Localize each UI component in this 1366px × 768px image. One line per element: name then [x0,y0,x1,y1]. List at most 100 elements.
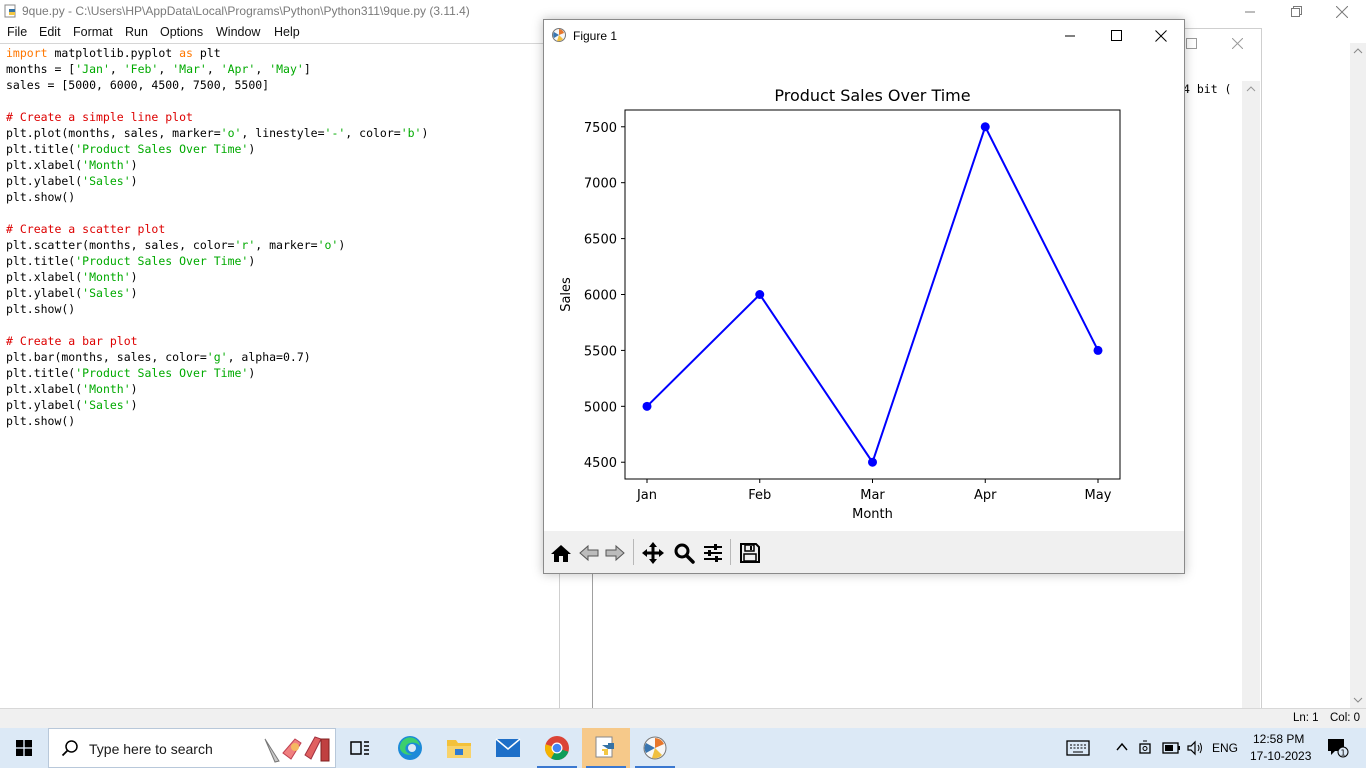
x-tick-label: Feb [748,488,771,503]
clock-time[interactable]: 12:58 PM [1253,732,1305,746]
editor-close-button[interactable] [1319,0,1365,23]
task-view-icon [350,741,369,755]
maximize-icon [1110,30,1122,41]
zoom-button[interactable] [671,540,697,566]
scroll-up-icon[interactable] [1242,83,1260,95]
code-token: , [109,62,124,76]
shell-maximize-button[interactable] [1168,29,1214,57]
minimize-icon [1245,11,1255,12]
data-point [868,457,877,467]
minimize-icon [1065,35,1075,36]
chevron-up-icon[interactable] [1116,742,1128,752]
code-line: plt.xlabel('Month') [6,381,428,397]
keyboard-icon [1066,740,1090,756]
code-token: plt.title( [6,366,76,380]
menu-run[interactable]: Run [125,25,148,39]
code-token: import [6,46,48,60]
start-button[interactable] [0,728,48,768]
taskbar-idle-python[interactable] [582,728,630,768]
scroll-down-icon[interactable] [1350,694,1366,706]
editor-maximize-button[interactable] [1273,0,1319,23]
active-indicator [537,766,577,768]
taskbar-matplotlib-figure[interactable] [631,728,679,768]
code-token: 'Feb' [123,62,159,76]
meet-now-icon[interactable] [1138,739,1154,757]
figure-minimize-button[interactable] [1047,20,1093,51]
mail-icon [495,738,521,757]
code-line [6,205,428,221]
shell-close-button[interactable] [1214,29,1260,57]
toolbar-separator [730,539,731,565]
sliders-icon [704,544,722,562]
code-line: import matplotlib.pyplot as plt [6,45,428,61]
code-token: ) [338,238,346,252]
code-token: plt.title( [6,142,76,156]
code-line: sales = [5000, 6000, 4500, 7500, 5500] [6,77,428,93]
y-axis-label: Sales [559,277,574,312]
back-button[interactable] [576,540,602,566]
code-token: sales = [5000, 6000, 4500, 7500, 5500] [6,78,270,92]
forward-button[interactable] [602,540,628,566]
code-token: 'b' [400,126,422,140]
code-token: 'Month' [82,382,131,396]
pan-button[interactable] [640,540,666,566]
menu-window[interactable]: Window [216,25,261,39]
taskbar-edge[interactable] [386,728,434,768]
code-token: ) [130,270,138,284]
taskbar-chrome[interactable] [533,728,581,768]
code-token: , color= [345,126,401,140]
volume-icon[interactable] [1187,740,1205,756]
status-column: Col: 0 [1330,712,1361,724]
line-chart: Product Sales Over Time 4500 5000 5500 6000 6… [559,86,1121,522]
editor-minimize-button[interactable] [1227,0,1273,23]
code-token: matplotlib.pyplot [47,46,180,60]
touch-keyboard-button[interactable] [1054,728,1102,768]
code-token: 'Jan' [75,62,110,76]
code-line: plt.show() [6,189,428,205]
menu-format[interactable]: Format [73,25,113,39]
taskbar-file-explorer[interactable] [435,728,483,768]
editor-vertical-scrollbar[interactable] [1350,43,1366,708]
figure-close-button[interactable] [1138,20,1184,51]
shell-vertical-scrollbar[interactable] [1242,81,1260,723]
code-editor[interactable]: import matplotlib.pyplot as plt months = … [6,45,428,429]
x-tick-label: Jan [636,488,657,503]
configure-subplots-button[interactable] [700,540,726,566]
chrome-icon [545,736,569,760]
code-line: # Create a bar plot [6,333,428,349]
figure-window-title: Figure 1 [573,29,618,43]
menu-divider [0,43,560,44]
code-token: 'May' [269,62,304,76]
task-view-button[interactable] [336,728,384,768]
maximize-icon [1185,37,1197,49]
code-token: plt.scatter(months, sales, color= [6,238,235,252]
language-indicator[interactable]: ENG [1212,741,1239,755]
menu-help[interactable]: Help [274,25,300,39]
clock-date[interactable]: 17-10-2023 [1250,749,1312,763]
home-button[interactable] [548,540,574,566]
code-token: plt.plot(months, sales, marker= [6,126,221,140]
y-tick-label: 4500 [584,456,617,471]
code-token: 'r' [234,238,256,252]
y-tick-label: 5000 [584,400,617,415]
code-token: ) [248,142,256,156]
taskbar-search-box[interactable]: Type here to search [48,728,336,768]
taskbar-mail[interactable] [484,728,532,768]
menu-options[interactable]: Options [160,25,204,39]
arrow-right-icon [605,544,625,562]
folder-icon [447,740,471,758]
y-tick-label: 7000 [584,177,617,192]
battery-icon[interactable] [1162,741,1182,755]
figure-maximize-button[interactable] [1093,20,1139,51]
code-token: 'Product Sales Over Time' [75,142,249,156]
plot-area [624,109,1121,480]
save-figure-button[interactable] [737,540,763,566]
scroll-up-icon[interactable] [1350,45,1366,57]
figure-canvas[interactable]: Product Sales Over Time 4500 5000 5500 6000 6… [544,51,1184,531]
notification-center-button[interactable]: 1 [1314,728,1362,768]
menu-edit[interactable]: Edit [39,25,61,39]
data-point [755,290,765,299]
code-token: , marker= [255,238,318,252]
menu-file[interactable]: File [7,25,28,39]
shell-output-text: 4 bit ( [1183,82,1232,96]
